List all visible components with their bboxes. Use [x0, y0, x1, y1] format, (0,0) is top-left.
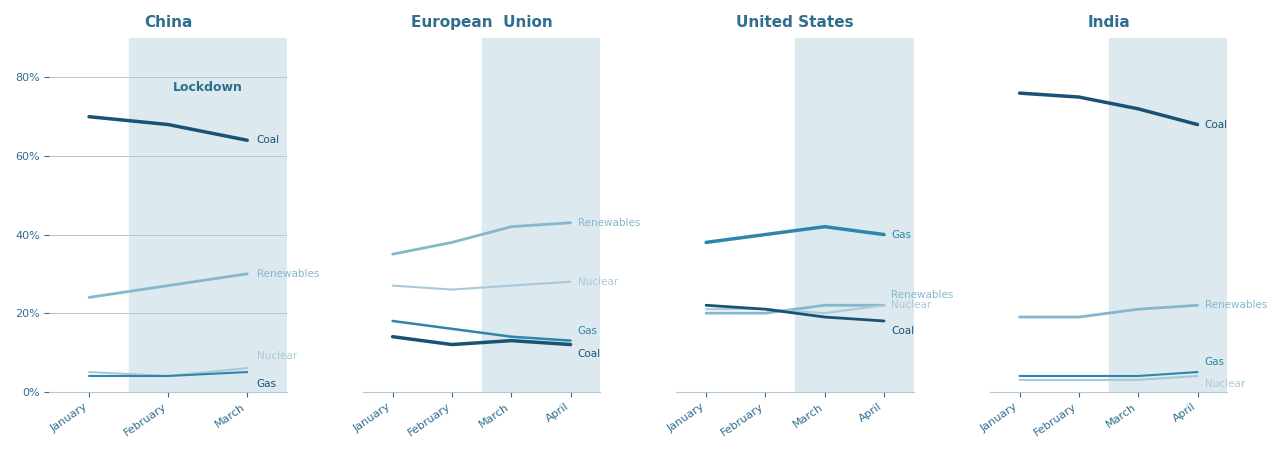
Text: Coal: Coal — [578, 349, 601, 359]
Text: Gas: Gas — [891, 230, 912, 240]
Text: Gas: Gas — [578, 326, 597, 336]
Title: China: China — [144, 15, 193, 30]
Text: Coal: Coal — [891, 326, 914, 336]
Bar — [482, 38, 600, 392]
Text: Lockdown: Lockdown — [173, 82, 243, 94]
Text: Nuclear: Nuclear — [257, 352, 297, 361]
Text: Nuclear: Nuclear — [891, 300, 931, 310]
Text: Renewables: Renewables — [1204, 300, 1267, 310]
Text: Nuclear: Nuclear — [578, 277, 618, 287]
Text: Coal: Coal — [1204, 120, 1228, 130]
Bar — [1108, 38, 1228, 392]
Title: United States: United States — [736, 15, 854, 30]
Bar — [795, 38, 914, 392]
Text: Renewables: Renewables — [257, 269, 320, 279]
Text: Renewables: Renewables — [578, 218, 639, 228]
Bar — [128, 38, 286, 392]
Text: Gas: Gas — [1204, 357, 1225, 367]
Text: Nuclear: Nuclear — [1204, 379, 1245, 389]
Text: Renewables: Renewables — [891, 290, 954, 300]
Text: Gas: Gas — [257, 379, 277, 389]
Title: India: India — [1088, 15, 1130, 30]
Title: European  Union: European Union — [411, 15, 552, 30]
Text: Coal: Coal — [257, 135, 280, 145]
